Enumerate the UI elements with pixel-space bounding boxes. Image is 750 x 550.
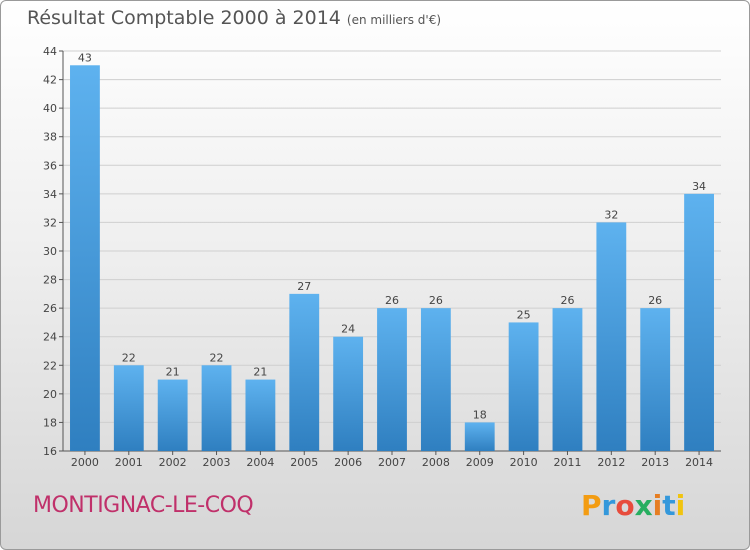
bar-value-label: 18 — [473, 408, 487, 421]
y-tick-label: 44 — [43, 45, 57, 58]
bar — [640, 308, 671, 451]
x-tick-label: 2008 — [422, 456, 450, 469]
x-tick-label: 2014 — [685, 456, 713, 469]
brand-letter: i — [652, 489, 663, 522]
brand-letter: t — [662, 489, 676, 522]
brand-letter: x — [634, 489, 653, 522]
bar — [552, 308, 583, 451]
x-tick-label: 2005 — [290, 456, 318, 469]
bar-value-label: 32 — [604, 208, 618, 221]
y-tick-label: 24 — [43, 331, 57, 344]
y-tick-label: 34 — [43, 188, 57, 201]
x-tick-label: 2006 — [334, 456, 362, 469]
y-tick-label: 16 — [43, 445, 57, 458]
y-tick-label: 28 — [43, 274, 57, 287]
bar-value-label: 26 — [560, 294, 574, 307]
y-tick-label: 36 — [43, 159, 57, 172]
bar — [596, 222, 627, 451]
brand-letter: P — [581, 489, 602, 522]
bar — [333, 336, 364, 451]
x-tick-label: 2007 — [378, 456, 406, 469]
bar — [245, 379, 276, 451]
title-area: Résultat Comptable 2000 à 2014 (en millie… — [27, 7, 441, 29]
brand-letter: o — [615, 489, 635, 522]
bar-value-label: 21 — [166, 366, 180, 379]
bar-value-label: 21 — [253, 366, 267, 379]
bar-value-label: 22 — [122, 351, 136, 364]
bar-value-label: 26 — [429, 294, 443, 307]
bar — [201, 365, 232, 451]
x-tick-label: 2001 — [115, 456, 143, 469]
bar — [289, 293, 320, 451]
bar-value-label: 34 — [692, 180, 706, 193]
bar — [508, 322, 539, 451]
x-tick-label: 2011 — [553, 456, 581, 469]
x-tick-label: 2000 — [71, 456, 99, 469]
bar — [420, 308, 451, 451]
bar — [157, 379, 188, 451]
y-tick-label: 40 — [43, 102, 57, 115]
bar-value-label: 26 — [648, 294, 662, 307]
commune-name: MONTIGNAC-LE-COQ — [33, 493, 254, 518]
y-tick-label: 18 — [43, 416, 57, 429]
bar — [377, 308, 407, 451]
brand-letter: r — [601, 489, 616, 522]
bars — [70, 65, 714, 452]
bar-value-label: 22 — [210, 351, 224, 364]
bar — [113, 365, 144, 451]
bar-value-label: 24 — [341, 323, 355, 336]
bar-value-label: 27 — [297, 280, 311, 293]
x-tick-label: 2003 — [203, 456, 231, 469]
y-tick-label: 42 — [43, 74, 57, 87]
y-tick-label: 26 — [43, 302, 57, 315]
chart-subtitle: (en milliers d'€) — [346, 13, 442, 27]
y-tick-label: 20 — [43, 388, 57, 401]
y-tick-label: 32 — [43, 216, 57, 229]
proxiti-logo: Proxiti — [581, 489, 685, 522]
bar — [684, 193, 714, 451]
y-tick-label: 22 — [43, 359, 57, 372]
bar — [70, 65, 100, 452]
labels: 16 18 20 22 24 26 28 30 32 34 36 38 40 42 44 43 2000 22 20… — [43, 45, 713, 469]
brand-letter: i — [675, 489, 686, 522]
x-tick-label: 2012 — [597, 456, 625, 469]
x-tick-label: 2002 — [159, 456, 187, 469]
y-tick-label: 38 — [43, 131, 57, 144]
x-tick-label: 2013 — [641, 456, 669, 469]
y-tick-label: 30 — [43, 245, 57, 258]
bar-value-label: 43 — [78, 51, 92, 64]
chart-title: Résultat Comptable 2000 à 2014 — [27, 7, 341, 29]
x-tick-label: 2004 — [246, 456, 274, 469]
bar-value-label: 26 — [385, 294, 399, 307]
bar — [464, 422, 495, 451]
x-tick-label: 2009 — [466, 456, 494, 469]
bar-value-label: 25 — [517, 308, 531, 321]
x-tick-label: 2010 — [510, 456, 538, 469]
